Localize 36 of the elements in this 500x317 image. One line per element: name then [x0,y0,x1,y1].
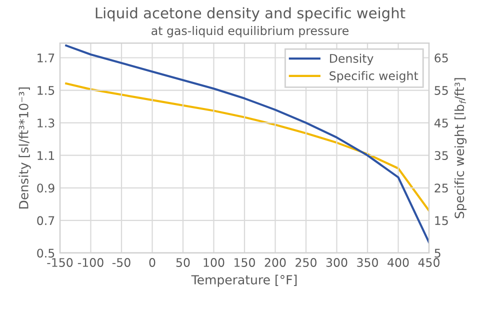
x-tick-label: 200 [264,258,286,267]
x-tick-label: -100 [78,258,104,267]
y2-tick-label: 25 [434,184,448,193]
x-tick-label: -150 [47,258,73,267]
x-tick-label: 50 [176,258,190,267]
y-tick-label: 1.3 [38,118,54,128]
x-tick-label: 400 [388,258,409,267]
y2-tick-label: 65 [434,53,448,62]
y2-tick-label: 35 [434,151,448,160]
legend-label: Density [330,54,374,66]
x-tick-label: -50 [112,258,130,267]
x-tick-label: 150 [234,258,255,267]
x-tick-label: 100 [204,258,224,267]
legend-label: Specific weight [330,71,418,82]
y-tick-label: 1.7 [38,54,54,62]
x-tick-label: 450 [418,258,440,267]
x-tick-label: 350 [357,258,378,267]
x-tick-label: 300 [326,258,348,267]
y-tick-label: 1.1 [38,151,54,160]
y-axis-title: Density [sl/ft³*10⁻³] [18,87,31,208]
chart-subtitle: at gas-liquid equilibrium pressure [152,26,348,38]
x-axis-title: Temperature [°F] [191,274,297,287]
line-series [65,44,429,244]
line-series [65,82,429,212]
y-tick-label: 0.5 [37,248,54,258]
y2-tick-label: 45 [434,118,448,128]
y2-tick-label: 5 [434,248,440,258]
y2-tick-label: 15 [435,216,448,226]
chart-title: Liquid acetone density and specific weight [96,7,406,22]
y2-tick-label: 55 [434,86,448,95]
y-tick-label: 1.5 [38,86,54,95]
x-tick-label: 0 [149,258,156,267]
x-tick-label: 250 [296,258,316,267]
y-tick-label: 0.9 [37,184,54,193]
y-tick-label: 0.7 [37,216,54,226]
y2-axis-title: Specific weight [lb$_{f}$/ft³] [454,78,467,218]
